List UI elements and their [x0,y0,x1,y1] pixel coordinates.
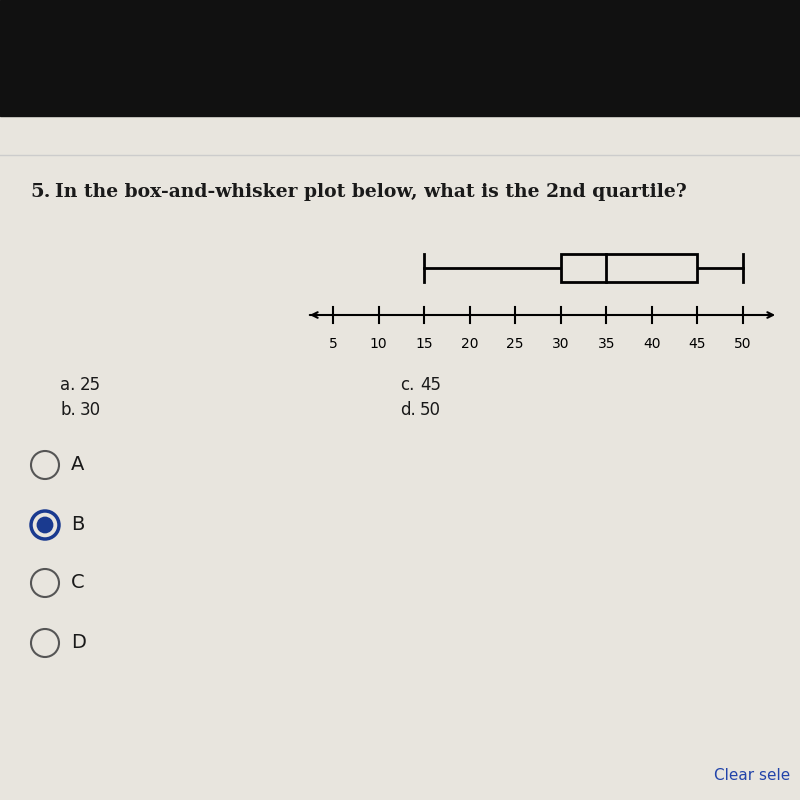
Text: b.: b. [60,401,76,419]
Text: 30: 30 [80,401,101,419]
Bar [0,116,800,800]
Text: 30: 30 [552,337,570,351]
Text: 25: 25 [80,376,101,394]
Text: 5.: 5. [30,183,50,201]
Text: D: D [71,634,86,653]
Text: 50: 50 [734,337,751,351]
Text: 45: 45 [689,337,706,351]
Text: In the box-and-whisker plot below, what is the 2nd quartile?: In the box-and-whisker plot below, what … [55,183,686,201]
Bar [561,254,698,282]
Text: 45: 45 [420,376,441,394]
Text: a.: a. [60,376,75,394]
Text: d.: d. [400,401,416,419]
Text: c.: c. [400,376,414,394]
Text: 5: 5 [329,337,338,351]
Text: A: A [71,455,84,474]
Text: 10: 10 [370,337,387,351]
Text: 25: 25 [506,337,524,351]
Text: 40: 40 [643,337,661,351]
Text: 35: 35 [598,337,615,351]
Text: C: C [71,574,85,593]
Text: B: B [71,515,84,534]
Circle shape [37,517,54,534]
Bar [0,0,800,116]
Text: 50: 50 [420,401,441,419]
Text: 20: 20 [461,337,478,351]
Text: Clear sele: Clear sele [714,767,790,782]
Text: 15: 15 [415,337,433,351]
